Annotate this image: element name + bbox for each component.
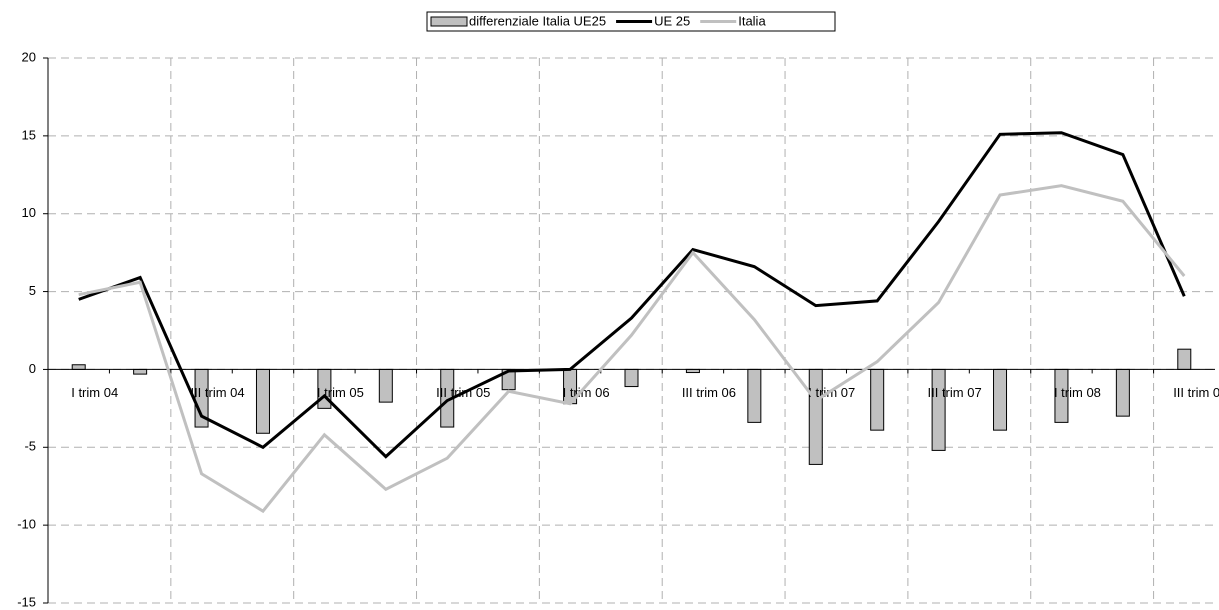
line bbox=[78, 184, 1186, 514]
y-tick-label: -5 bbox=[24, 439, 36, 454]
y-tick-label: 20 bbox=[22, 49, 36, 64]
x-tick-label: I trim 05 bbox=[317, 385, 364, 400]
bar bbox=[255, 368, 270, 434]
legend-label: differenziale Italia UE25 bbox=[469, 13, 606, 28]
x-tick-label: III trim 06 bbox=[682, 385, 736, 400]
line bbox=[78, 131, 1186, 459]
x-tick-label: I trim 04 bbox=[71, 385, 118, 400]
y-tick-label: -15 bbox=[17, 594, 36, 609]
legend: differenziale Italia UE25 UE 25 Italia bbox=[426, 11, 836, 32]
legend-swatch bbox=[430, 16, 468, 27]
y-tick-label: -10 bbox=[17, 517, 36, 532]
bar bbox=[870, 368, 885, 431]
y-tick-label: 15 bbox=[22, 127, 36, 142]
bar bbox=[71, 364, 86, 370]
bar bbox=[747, 368, 762, 423]
bar bbox=[624, 368, 639, 388]
bar bbox=[931, 368, 946, 451]
x-tick-label: I trim 06 bbox=[563, 385, 610, 400]
x-tick-label: III trim 07 bbox=[928, 385, 982, 400]
bar bbox=[993, 368, 1008, 431]
legend-label: UE 25 bbox=[654, 13, 690, 28]
y-tick-label: 0 bbox=[29, 361, 36, 376]
y-tick-label: 10 bbox=[22, 205, 36, 220]
y-tick-label: 5 bbox=[29, 283, 36, 298]
bar bbox=[1177, 348, 1192, 370]
bar bbox=[1115, 368, 1130, 417]
x-tick-label: III trim 04 bbox=[190, 385, 244, 400]
bar bbox=[378, 368, 393, 403]
bar bbox=[133, 368, 148, 375]
bar bbox=[808, 368, 823, 465]
legend-label: Italia bbox=[738, 13, 766, 28]
x-tick-label: III trim 08 bbox=[1173, 385, 1219, 400]
x-tick-label: I trim 08 bbox=[1054, 385, 1101, 400]
